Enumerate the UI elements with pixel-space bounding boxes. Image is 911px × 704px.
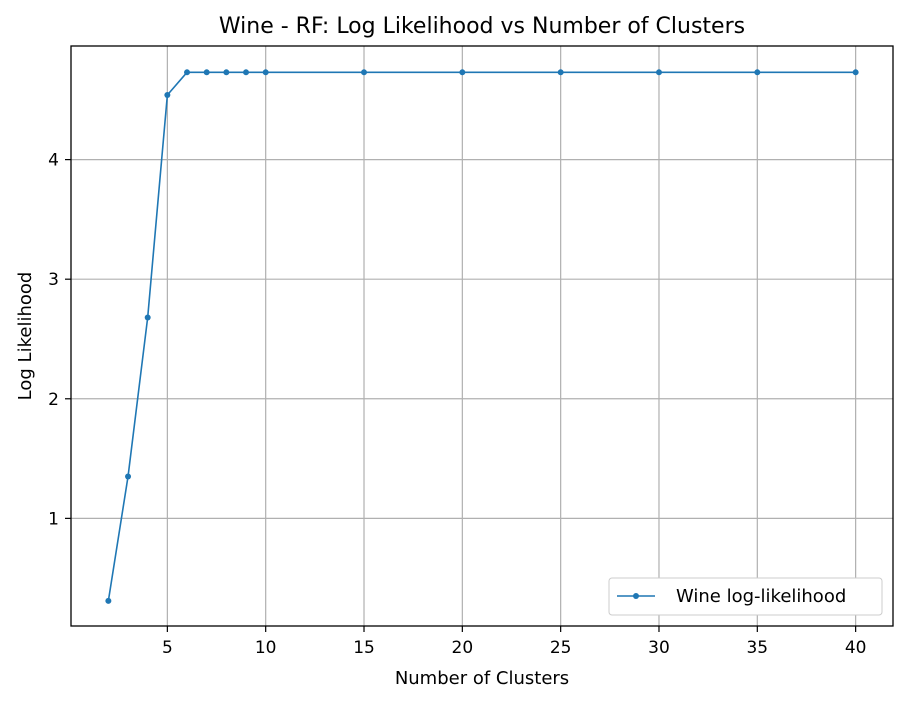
data-point	[203, 69, 210, 76]
series-layer	[105, 69, 859, 604]
data-point	[144, 314, 151, 321]
data-point	[164, 92, 171, 99]
x-tick-label: 15	[353, 638, 375, 658]
plot-frame	[70, 45, 894, 627]
grid	[71, 46, 893, 626]
legend-label: Wine log-likelihood	[676, 586, 846, 607]
data-point	[852, 69, 859, 76]
x-tick-label: 5	[162, 638, 173, 658]
data-point	[655, 69, 662, 76]
x-tick-label: 25	[550, 638, 572, 658]
data-point	[223, 69, 230, 76]
data-point	[184, 69, 191, 76]
x-tick-label: 10	[255, 638, 277, 658]
chart-title: Wine - RF: Log Likelihood vs Number of C…	[219, 14, 745, 39]
x-tick-label: 20	[452, 638, 474, 658]
series-line	[107, 71, 856, 602]
data-point	[361, 69, 368, 76]
data-point	[459, 69, 466, 76]
data-point	[243, 69, 250, 76]
y-axis: 1 2 3 4	[48, 151, 71, 529]
y-tick-label: 2	[48, 390, 59, 410]
y-tick-label: 4	[48, 151, 59, 171]
y-axis-label: Log Likelihood	[15, 272, 36, 401]
legend-box	[608, 577, 883, 616]
data-point	[125, 473, 132, 480]
legend-marker	[633, 593, 639, 599]
data-point	[105, 597, 112, 604]
legend: Wine log-likelihood	[608, 577, 883, 616]
data-point	[754, 69, 761, 76]
x-tick-label: 30	[648, 638, 670, 658]
data-point	[262, 69, 269, 76]
y-tick-label: 3	[48, 270, 59, 290]
x-tick-label: 35	[746, 638, 768, 658]
data-point	[557, 69, 564, 76]
y-tick-label: 1	[48, 509, 59, 529]
x-axis-label: Number of Clusters	[395, 668, 569, 689]
x-axis: 5 10 15 20 25 30 35 40	[162, 626, 867, 658]
x-tick-label: 40	[845, 638, 867, 658]
